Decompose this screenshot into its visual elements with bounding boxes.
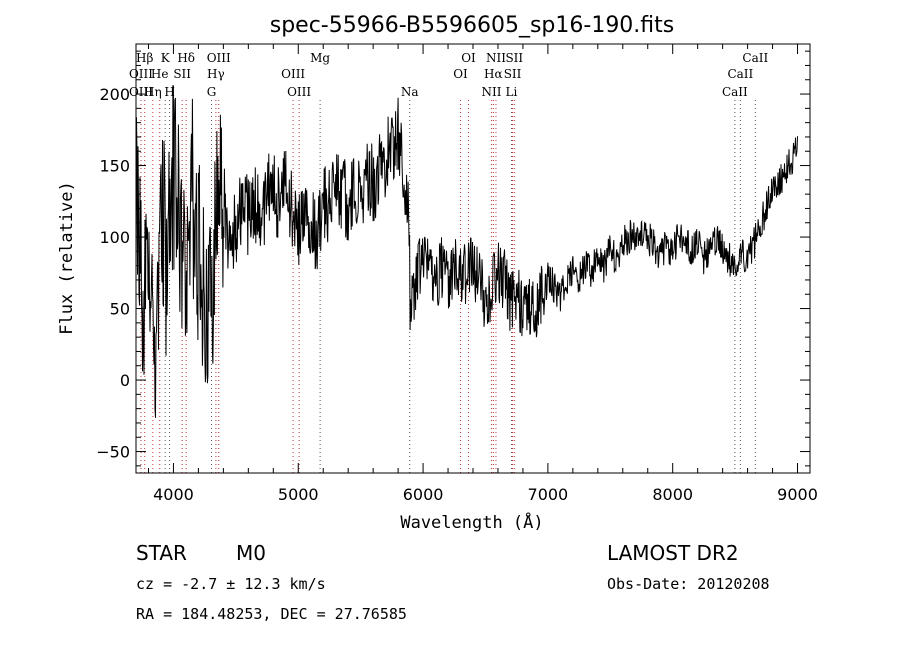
line-marker-label: SII — [173, 67, 191, 81]
line-marker-label: OIII — [129, 67, 153, 81]
survey-name: LAMOST DR2 — [607, 541, 739, 565]
x-tick-label: 6000 — [403, 485, 444, 504]
line-marker-label: SII — [504, 67, 522, 81]
line-marker-label: Mg — [310, 51, 330, 65]
spectrum-series — [135, 85, 798, 418]
line-marker-label: H — [164, 85, 174, 99]
line-marker-label: OIII — [129, 85, 153, 99]
x-tick-label: 9000 — [777, 485, 818, 504]
y-tick-label: 150 — [99, 157, 130, 176]
y-axis-label: Flux (relative) — [57, 181, 77, 335]
line-marker-label: Hγ — [207, 67, 225, 81]
line-marker-label: Hβ — [136, 51, 153, 65]
redshift-readout: cz = -2.7 ± 12.3 km/s — [136, 575, 326, 593]
obs-date: Obs-Date: 20120208 — [607, 575, 770, 593]
line-marker-label: Li — [506, 85, 518, 99]
line-marker-label: OIII — [287, 85, 311, 99]
line-marker-label: CaII — [722, 85, 748, 99]
line-marker-label: Hα — [484, 67, 503, 81]
spectrum-layer — [135, 85, 798, 418]
y-tick-label: 200 — [99, 85, 130, 104]
line-marker-label: NII — [486, 51, 506, 65]
line-marker-label: K — [161, 51, 171, 65]
line-marker-label: Hη — [144, 85, 162, 99]
x-tick-label: 4000 — [153, 485, 194, 504]
line-marker-label: CaII — [727, 67, 753, 81]
line-marker-label: Hδ — [177, 51, 195, 65]
line-marker-label: G — [207, 85, 217, 99]
y-tick-label: 0 — [120, 371, 130, 390]
y-tick-label: 100 — [99, 228, 130, 247]
object-class: STAR — [136, 541, 187, 565]
line-marker-label: OIII — [281, 67, 305, 81]
object-subclass: M0 — [236, 541, 266, 565]
x-axis-label: Wavelength (Å) — [400, 511, 543, 533]
line-marker-label: He — [151, 67, 169, 81]
y-tick-label: 50 — [110, 300, 130, 319]
line-marker-label: SII — [505, 51, 523, 65]
coordinates: RA = 184.48253, DEC = 27.76585 — [136, 605, 407, 623]
line-marker-label: NII — [481, 85, 501, 99]
x-tick-label: 5000 — [278, 485, 319, 504]
x-tick-label: 7000 — [528, 485, 569, 504]
line-marker-label: OI — [453, 67, 468, 81]
x-tick-label: 8000 — [652, 485, 693, 504]
y-tick-label: −50 — [96, 443, 130, 462]
line-marker-label: OIII — [207, 51, 231, 65]
tick-layer: 4000 5000 6000 7000 8000 9000 −50 0 50 100 150 200 — [96, 44, 818, 504]
line-marker-layer: Hβ OIII OIII K He Hη H SII Hδ OIII Hγ G OIII OIII Mg Na… — [129, 51, 768, 473]
line-marker-label: CaII — [742, 51, 768, 65]
line-marker-label: Na — [401, 85, 419, 99]
chart-title: spec-55966-B5596605_sp16-190.fits — [270, 13, 675, 38]
line-marker-label: OI — [461, 51, 476, 65]
